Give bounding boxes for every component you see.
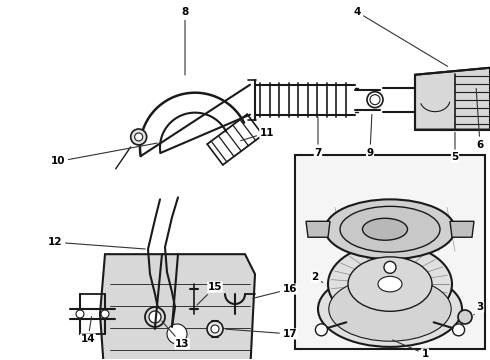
Ellipse shape — [378, 276, 402, 292]
Text: 14: 14 — [81, 317, 96, 344]
Ellipse shape — [348, 257, 432, 311]
Text: 17: 17 — [226, 329, 297, 339]
Circle shape — [145, 307, 165, 327]
Text: 1: 1 — [392, 340, 429, 359]
Text: 9: 9 — [367, 114, 373, 158]
Circle shape — [384, 261, 396, 273]
Text: 15: 15 — [197, 282, 222, 305]
Circle shape — [453, 324, 465, 336]
Text: 2: 2 — [311, 272, 323, 283]
Text: 13: 13 — [162, 321, 189, 349]
Bar — [295, 154, 485, 349]
Circle shape — [135, 133, 143, 141]
Text: 5: 5 — [451, 132, 459, 162]
Ellipse shape — [340, 206, 440, 252]
Text: 16: 16 — [253, 284, 297, 298]
Text: 11: 11 — [241, 127, 274, 141]
Ellipse shape — [328, 244, 452, 324]
Circle shape — [167, 324, 187, 344]
Ellipse shape — [329, 277, 451, 341]
Circle shape — [458, 310, 472, 324]
Ellipse shape — [363, 218, 408, 240]
Text: 10: 10 — [51, 143, 157, 166]
Circle shape — [370, 95, 380, 105]
Text: 3: 3 — [474, 302, 484, 315]
Ellipse shape — [325, 199, 455, 259]
Text: 6: 6 — [476, 89, 484, 149]
Polygon shape — [415, 68, 490, 130]
Circle shape — [207, 321, 223, 337]
Circle shape — [131, 129, 147, 145]
Text: 12: 12 — [48, 237, 145, 249]
Ellipse shape — [318, 271, 462, 347]
Circle shape — [76, 310, 84, 318]
Polygon shape — [306, 221, 330, 237]
Text: 7: 7 — [314, 117, 322, 158]
Circle shape — [367, 92, 383, 108]
Circle shape — [211, 325, 219, 333]
Polygon shape — [450, 221, 474, 237]
Text: 4: 4 — [353, 7, 448, 66]
Circle shape — [316, 324, 327, 336]
Circle shape — [101, 310, 109, 318]
Polygon shape — [100, 254, 255, 360]
Circle shape — [149, 311, 161, 323]
Text: 8: 8 — [181, 7, 189, 75]
